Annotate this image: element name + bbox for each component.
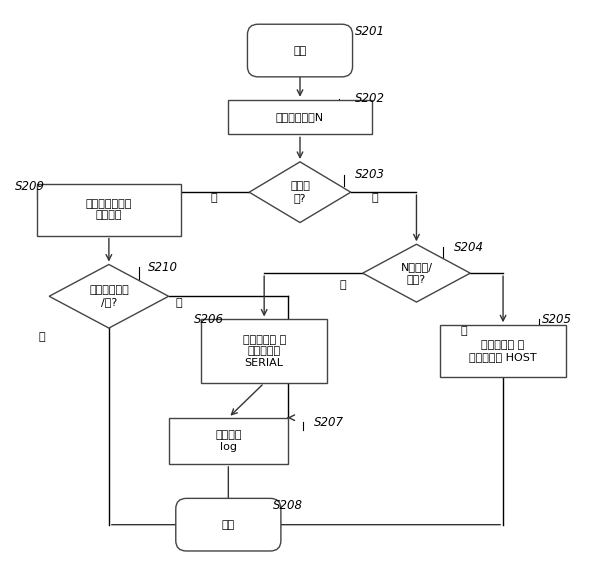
Text: S210: S210 bbox=[148, 261, 178, 274]
Polygon shape bbox=[249, 162, 351, 223]
Text: N为奇数/
偶数?: N为奇数/ 偶数? bbox=[400, 263, 433, 284]
Text: S209: S209 bbox=[15, 180, 45, 193]
Text: 关: 关 bbox=[38, 332, 46, 342]
Text: S204: S204 bbox=[454, 241, 484, 254]
Text: 否: 否 bbox=[371, 193, 378, 203]
Text: S208: S208 bbox=[272, 499, 302, 512]
Text: 记录打印
log: 记录打印 log bbox=[215, 430, 242, 451]
Text: S201: S201 bbox=[355, 25, 385, 38]
Bar bbox=[229, 100, 371, 134]
Text: 调试模式： 关
操作模式： HOST: 调试模式： 关 操作模式： HOST bbox=[469, 340, 537, 362]
FancyBboxPatch shape bbox=[247, 24, 353, 77]
Text: 是否正
常?: 是否正 常? bbox=[290, 181, 310, 203]
Bar bbox=[37, 184, 181, 235]
Text: S207: S207 bbox=[314, 416, 344, 429]
Text: S203: S203 bbox=[355, 168, 385, 181]
Polygon shape bbox=[49, 264, 169, 328]
Text: S206: S206 bbox=[194, 313, 224, 326]
FancyBboxPatch shape bbox=[176, 498, 281, 551]
Text: 累计使用计数N: 累计使用计数N bbox=[276, 112, 324, 122]
Text: S202: S202 bbox=[355, 92, 385, 105]
Text: 奇: 奇 bbox=[340, 279, 346, 290]
Text: 偶: 偶 bbox=[461, 326, 467, 336]
Bar bbox=[440, 325, 566, 377]
Bar bbox=[169, 418, 288, 464]
Text: S205: S205 bbox=[542, 313, 572, 326]
Text: 调试模式： 开
操作模式：
SERIAL: 调试模式： 开 操作模式： SERIAL bbox=[242, 335, 286, 368]
Text: 开始: 开始 bbox=[293, 45, 307, 56]
Text: 是: 是 bbox=[210, 193, 217, 203]
Text: 开: 开 bbox=[175, 298, 182, 309]
Polygon shape bbox=[363, 244, 470, 302]
Text: 选择调试模式和
操作模式: 选择调试模式和 操作模式 bbox=[86, 199, 132, 220]
Bar bbox=[202, 320, 327, 383]
Text: 结束: 结束 bbox=[222, 519, 235, 530]
Text: 调试模式：开
/关?: 调试模式：开 /关? bbox=[89, 285, 129, 307]
